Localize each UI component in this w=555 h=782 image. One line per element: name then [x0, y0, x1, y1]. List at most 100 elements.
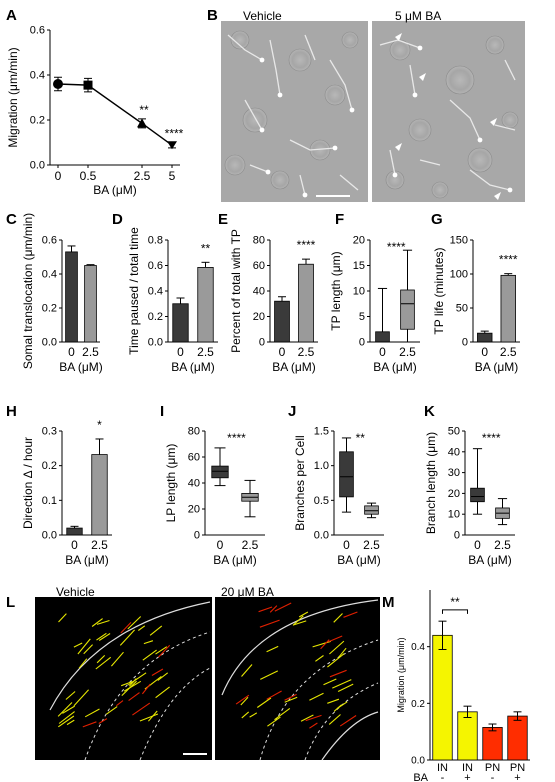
chart-j-y-tick-label: 0.0: [314, 530, 329, 542]
chart-d-y-tick-label: 0.8: [148, 235, 163, 247]
trace-yellow: [300, 714, 314, 722]
x-tick-label-a-0: 0: [55, 169, 62, 183]
chart-h-y-tick-label: 0.1: [42, 495, 57, 507]
bar-d-1: [197, 267, 214, 343]
chart-c-y-tick-label: 0.4: [42, 269, 57, 281]
chart-h-y-tick-label: 0.0: [42, 530, 57, 542]
trace-red: [305, 714, 322, 722]
trace-yellow: [274, 707, 291, 721]
x-tick-label-f-0: 0: [379, 345, 386, 359]
bar-h-1: [91, 454, 108, 536]
box-k-0: [470, 487, 485, 503]
chart-e: 0 20 40 60 80 Percent of total with TP BA (μM)…: [229, 229, 318, 374]
trace-yellow: [312, 640, 332, 648]
x-tick-label-k-1: 2.5: [494, 538, 511, 552]
chart-c-x-label: BA (μM): [59, 360, 103, 374]
chart-m-y-tick-label: 0.2: [411, 699, 425, 710]
trace-yellow: [73, 642, 83, 648]
traces-left: [57, 613, 171, 728]
micrograph-l-left-label: Vehicle: [56, 585, 95, 599]
x-tick-label-a-2: 2.5: [134, 169, 151, 183]
micrograph-b-texture: [224, 30, 519, 199]
trace-yellow: [142, 649, 157, 661]
significance-e: ****: [297, 238, 316, 252]
trace-red: [82, 721, 97, 728]
trace-yellow: [95, 656, 112, 670]
data-point-a-2: [137, 118, 147, 128]
trace-yellow: [155, 686, 170, 699]
panel-letter-h: H: [6, 403, 17, 420]
x-tick-label-j-1: 2.5: [363, 538, 380, 552]
chart-f-y-tick-label: 15: [353, 260, 365, 272]
chart-e-y-tick-label: 60: [253, 260, 265, 272]
bar-c-1: [84, 265, 97, 343]
micrograph-l-outlines: [49, 599, 379, 761]
chart-f-y-tick-label: 5: [359, 311, 365, 323]
chart-c-y-tick-label: 0.0: [42, 337, 57, 349]
bar-e-1: [298, 263, 314, 343]
trace-yellow: [327, 698, 340, 704]
trace-yellow: [96, 632, 107, 641]
x-tick-label-d-1: 2.5: [197, 345, 214, 359]
chart-e-y-label: Percent of total with TP: [229, 229, 243, 353]
trace-red: [269, 605, 278, 613]
panel-letter-e: E: [218, 211, 228, 228]
trace-yellow: [65, 691, 76, 700]
chart-f-y-tick-label: 10: [353, 286, 365, 298]
x-tick-label-k-0: 0: [474, 538, 481, 552]
panel-letter-c: C: [6, 211, 17, 228]
trace-yellow: [57, 702, 73, 717]
chart-i-x-label: BA (μM): [213, 553, 257, 567]
chart-m-y-tick-label: 0.0: [411, 756, 425, 767]
trace-yellow: [260, 670, 279, 680]
panel-letter-i: I: [160, 403, 164, 420]
micrograph-b-right-label: 5 μM BA: [395, 9, 441, 23]
significance-m: **: [450, 595, 460, 609]
trace-yellow: [293, 620, 307, 626]
chart-e-y-tick-label: 80: [253, 235, 265, 247]
trace-yellow: [143, 640, 154, 645]
trace-red: [258, 606, 273, 613]
trace-yellow: [333, 704, 342, 712]
trace-yellow: [84, 708, 100, 718]
box-f-0: [375, 331, 390, 343]
chart-k-y-tick-label: 20: [448, 488, 460, 500]
chart-i-y-tick-label: 40: [188, 478, 200, 490]
chart-d-y-tick-label: 0.0: [148, 337, 163, 349]
trace-yellow: [292, 615, 304, 626]
chart-h-y-label: Direction Δ / hour: [21, 437, 35, 529]
chart-k-x-label: BA (μM): [468, 553, 512, 567]
trace-red: [235, 694, 250, 705]
chart-a-y-tick-label: 0.6: [30, 25, 45, 37]
trace-yellow: [332, 679, 352, 689]
trace-yellow: [77, 638, 91, 655]
chart-g-y-label: TP life (minutes): [432, 247, 446, 334]
ba-row-label-m: BA: [413, 772, 428, 782]
panel-letter-j: J: [288, 403, 296, 420]
x-tick-label-g-0: 0: [481, 345, 488, 359]
trace-red: [328, 635, 343, 643]
trace-red: [309, 722, 318, 729]
chart-a-x-label: BA (μM): [93, 183, 137, 197]
micrograph-l: Vehicle 20 μM BA: [35, 585, 380, 761]
trace-red: [266, 690, 282, 700]
trace-yellow: [58, 613, 67, 623]
bar-m-3: [507, 715, 528, 761]
bar-m-2: [482, 727, 503, 761]
trace-yellow: [96, 619, 110, 625]
micrograph-l-right-label: 20 μM BA: [221, 585, 274, 599]
chart-c: 0.0 0.2 0.4 0.6 Somal translocation (μm/min)…: [21, 213, 103, 374]
trace-yellow: [256, 697, 272, 708]
x-tick-label-f-1: 2.5: [399, 345, 416, 359]
micrograph-b-left-label: Vehicle: [243, 9, 282, 23]
panel-letter-g: G: [431, 211, 443, 228]
trace-yellow: [329, 640, 345, 655]
chart-e-x-label: BA (μM): [272, 360, 316, 374]
x-tick-label-a-3: 5: [169, 169, 176, 183]
micrograph-l-layer-lines: [84, 631, 379, 761]
trace-yellow: [78, 658, 88, 669]
chart-f-y-tick-label: 0: [359, 337, 365, 349]
